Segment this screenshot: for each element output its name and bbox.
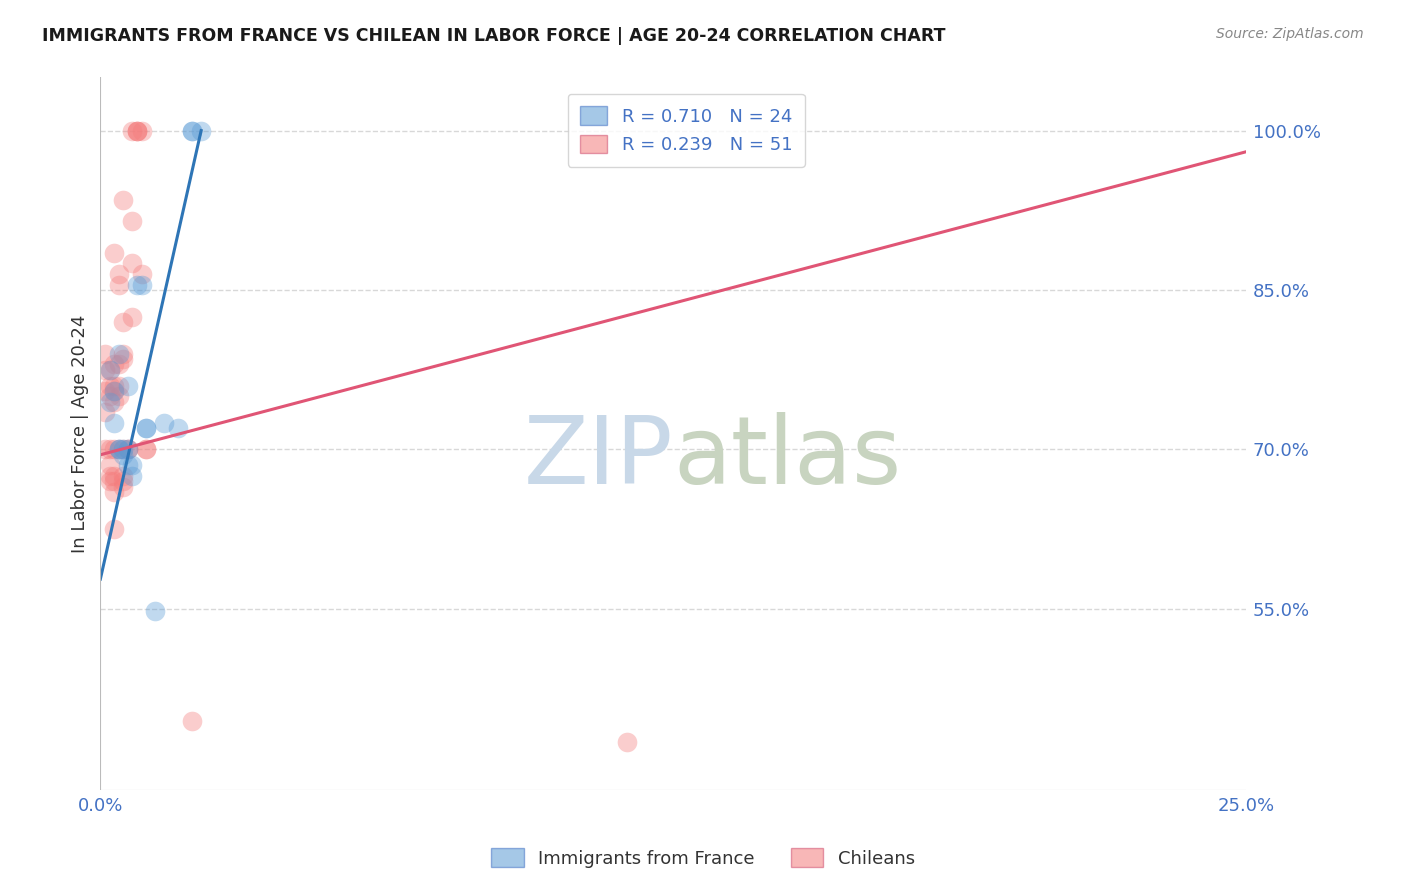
Point [167,421,190,435]
Point [125,123,148,137]
Point [112,480,135,494]
Text: Source: ZipAtlas.com: Source: ZipAtlas.com [1216,27,1364,41]
Point [103,384,125,398]
Point [107,267,129,281]
Point [117,442,139,457]
Point [125,123,148,137]
Point [98,378,121,392]
Point [94,347,117,361]
Point [112,347,135,361]
Point [103,416,125,430]
Point [135,442,157,457]
Point [112,469,135,483]
Point [107,442,129,457]
Point [112,448,135,462]
Point [112,193,135,207]
Point [98,469,121,483]
Point [112,475,135,489]
Point [107,347,129,361]
Point [121,214,143,228]
Point [98,442,121,457]
Point [125,123,148,137]
Y-axis label: In Labor Force | Age 20-24: In Labor Force | Age 20-24 [72,314,89,553]
Point [112,352,135,367]
Point [135,442,157,457]
Text: atlas: atlas [673,412,901,505]
Point [103,358,125,372]
Legend: R = 0.710   N = 24, R = 0.239   N = 51: R = 0.710 N = 24, R = 0.239 N = 51 [568,94,806,167]
Point [181,123,204,137]
Point [103,442,125,457]
Point [117,378,139,392]
Point [103,522,125,536]
Point [190,123,212,137]
Point [107,277,129,292]
Point [121,469,143,483]
Point [112,315,135,329]
Point [121,310,143,324]
Point [131,267,153,281]
Point [94,405,117,419]
Point [135,421,157,435]
Point [94,363,117,377]
Point [121,123,143,137]
Point [103,475,125,489]
Point [98,458,121,473]
Point [103,245,125,260]
Point [107,442,129,457]
Point [107,358,129,372]
Point [131,123,153,137]
Point [181,714,204,728]
Point [616,735,638,749]
Point [121,256,143,270]
Point [117,458,139,473]
Point [103,469,125,483]
Point [103,394,125,409]
Point [107,389,129,403]
Point [153,416,176,430]
Point [98,394,121,409]
Point [131,277,153,292]
Point [181,123,204,137]
Point [94,384,117,398]
Point [94,442,117,457]
Point [107,378,129,392]
Point [112,442,135,457]
Point [103,378,125,392]
Point [117,442,139,457]
Text: IMMIGRANTS FROM FRANCE VS CHILEAN IN LABOR FORCE | AGE 20-24 CORRELATION CHART: IMMIGRANTS FROM FRANCE VS CHILEAN IN LAB… [42,27,946,45]
Point [98,475,121,489]
Text: ZIP: ZIP [523,412,673,505]
Point [103,384,125,398]
Point [103,485,125,500]
Point [98,363,121,377]
Point [112,442,135,457]
Point [135,421,157,435]
Point [125,277,148,292]
Point [143,604,166,618]
Point [98,363,121,377]
Point [117,442,139,457]
Point [107,442,129,457]
Legend: Immigrants from France, Chileans: Immigrants from France, Chileans [481,838,925,879]
Point [121,458,143,473]
Point [98,389,121,403]
